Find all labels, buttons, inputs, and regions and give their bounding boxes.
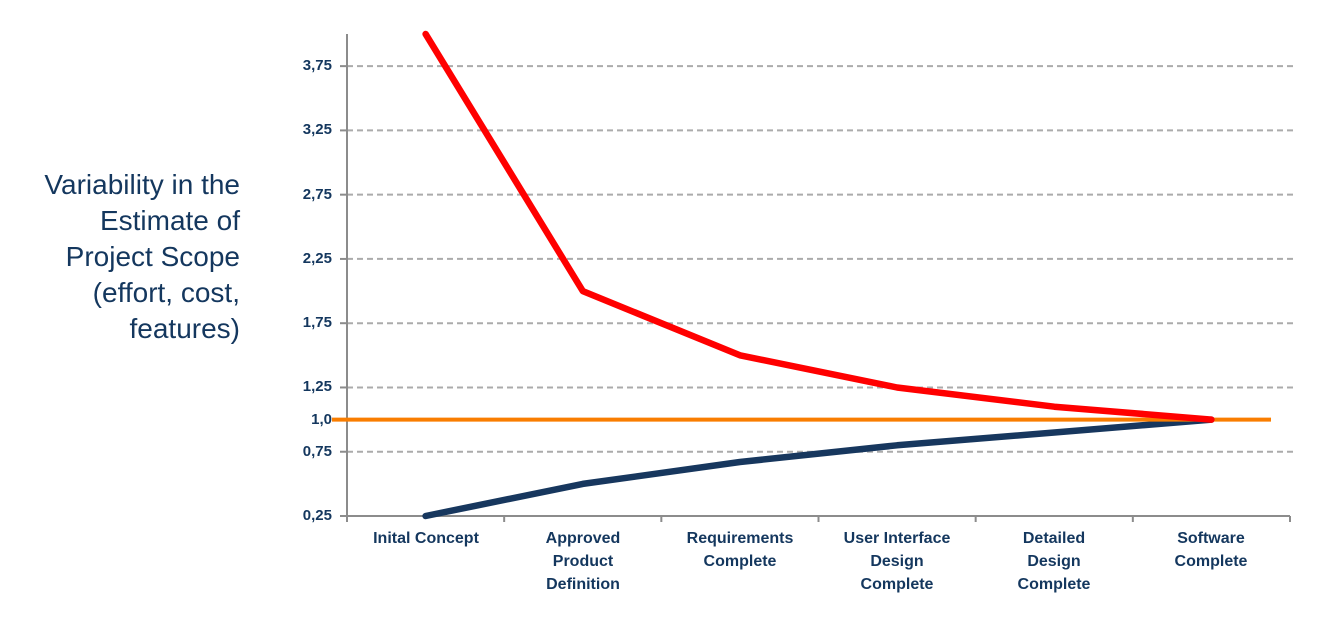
y-tick-label: 0,75: [302, 442, 332, 460]
upper-estimate-bound-line: [422, 30, 1215, 423]
lower-estimate-bound-line: [422, 416, 1215, 520]
side-label-line: Estimate of: [99, 205, 240, 236]
y-tick-label: 1,25: [302, 378, 332, 396]
x-category-label: Detailed Design Complete: [1017, 530, 1091, 593]
y-axis-side-label: Variability in the Estimate of Project S…: [0, 167, 240, 347]
y-tick-label: 0,25: [302, 507, 332, 524]
x-category-label: Approved Product Definition: [545, 530, 621, 593]
y-tick-label: 3,75: [302, 57, 332, 75]
x-category-label: Software Complete: [1174, 530, 1248, 570]
x-category-label: Requirements Complete: [686, 530, 794, 570]
y-tick-label: 1,0: [311, 410, 332, 428]
x-category-label: Inital Concept: [373, 530, 479, 547]
y-tick-label: 1,75: [302, 314, 332, 332]
y-tick-label: 2,25: [302, 249, 332, 267]
side-label-line: features): [129, 313, 241, 344]
y-tick-label: 3,25: [302, 121, 332, 139]
x-category-label: User Interface Design Complete: [843, 530, 951, 593]
side-label-line: Project Scope: [65, 241, 240, 272]
y-tick-label: 2,75: [302, 185, 332, 203]
side-label-line: (effort, cost,: [92, 277, 240, 308]
side-label-line: Variability in the: [44, 169, 240, 200]
